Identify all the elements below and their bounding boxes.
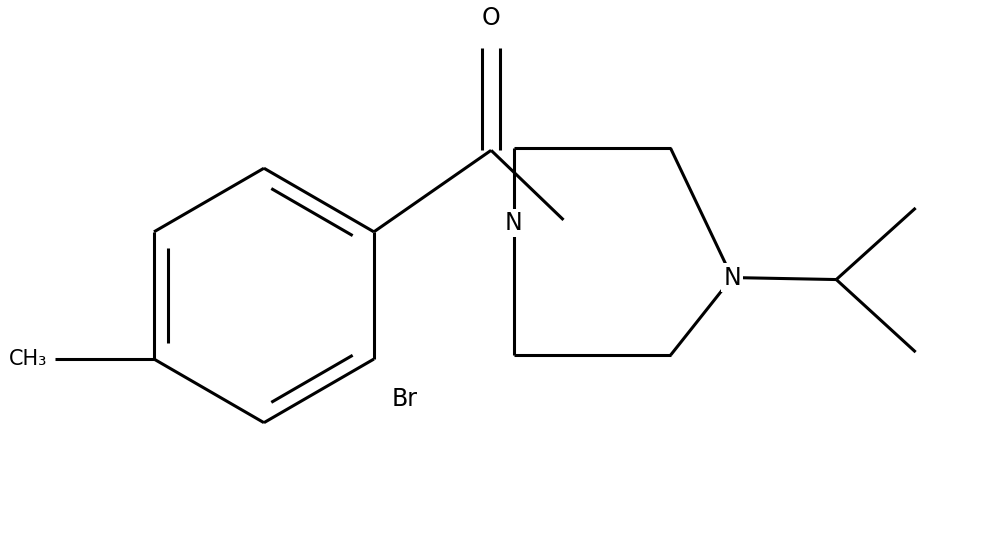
Text: O: O — [482, 6, 500, 30]
Text: N: N — [505, 211, 522, 235]
Text: CH₃: CH₃ — [9, 349, 47, 369]
Text: N: N — [723, 265, 741, 289]
Text: Br: Br — [392, 387, 418, 411]
